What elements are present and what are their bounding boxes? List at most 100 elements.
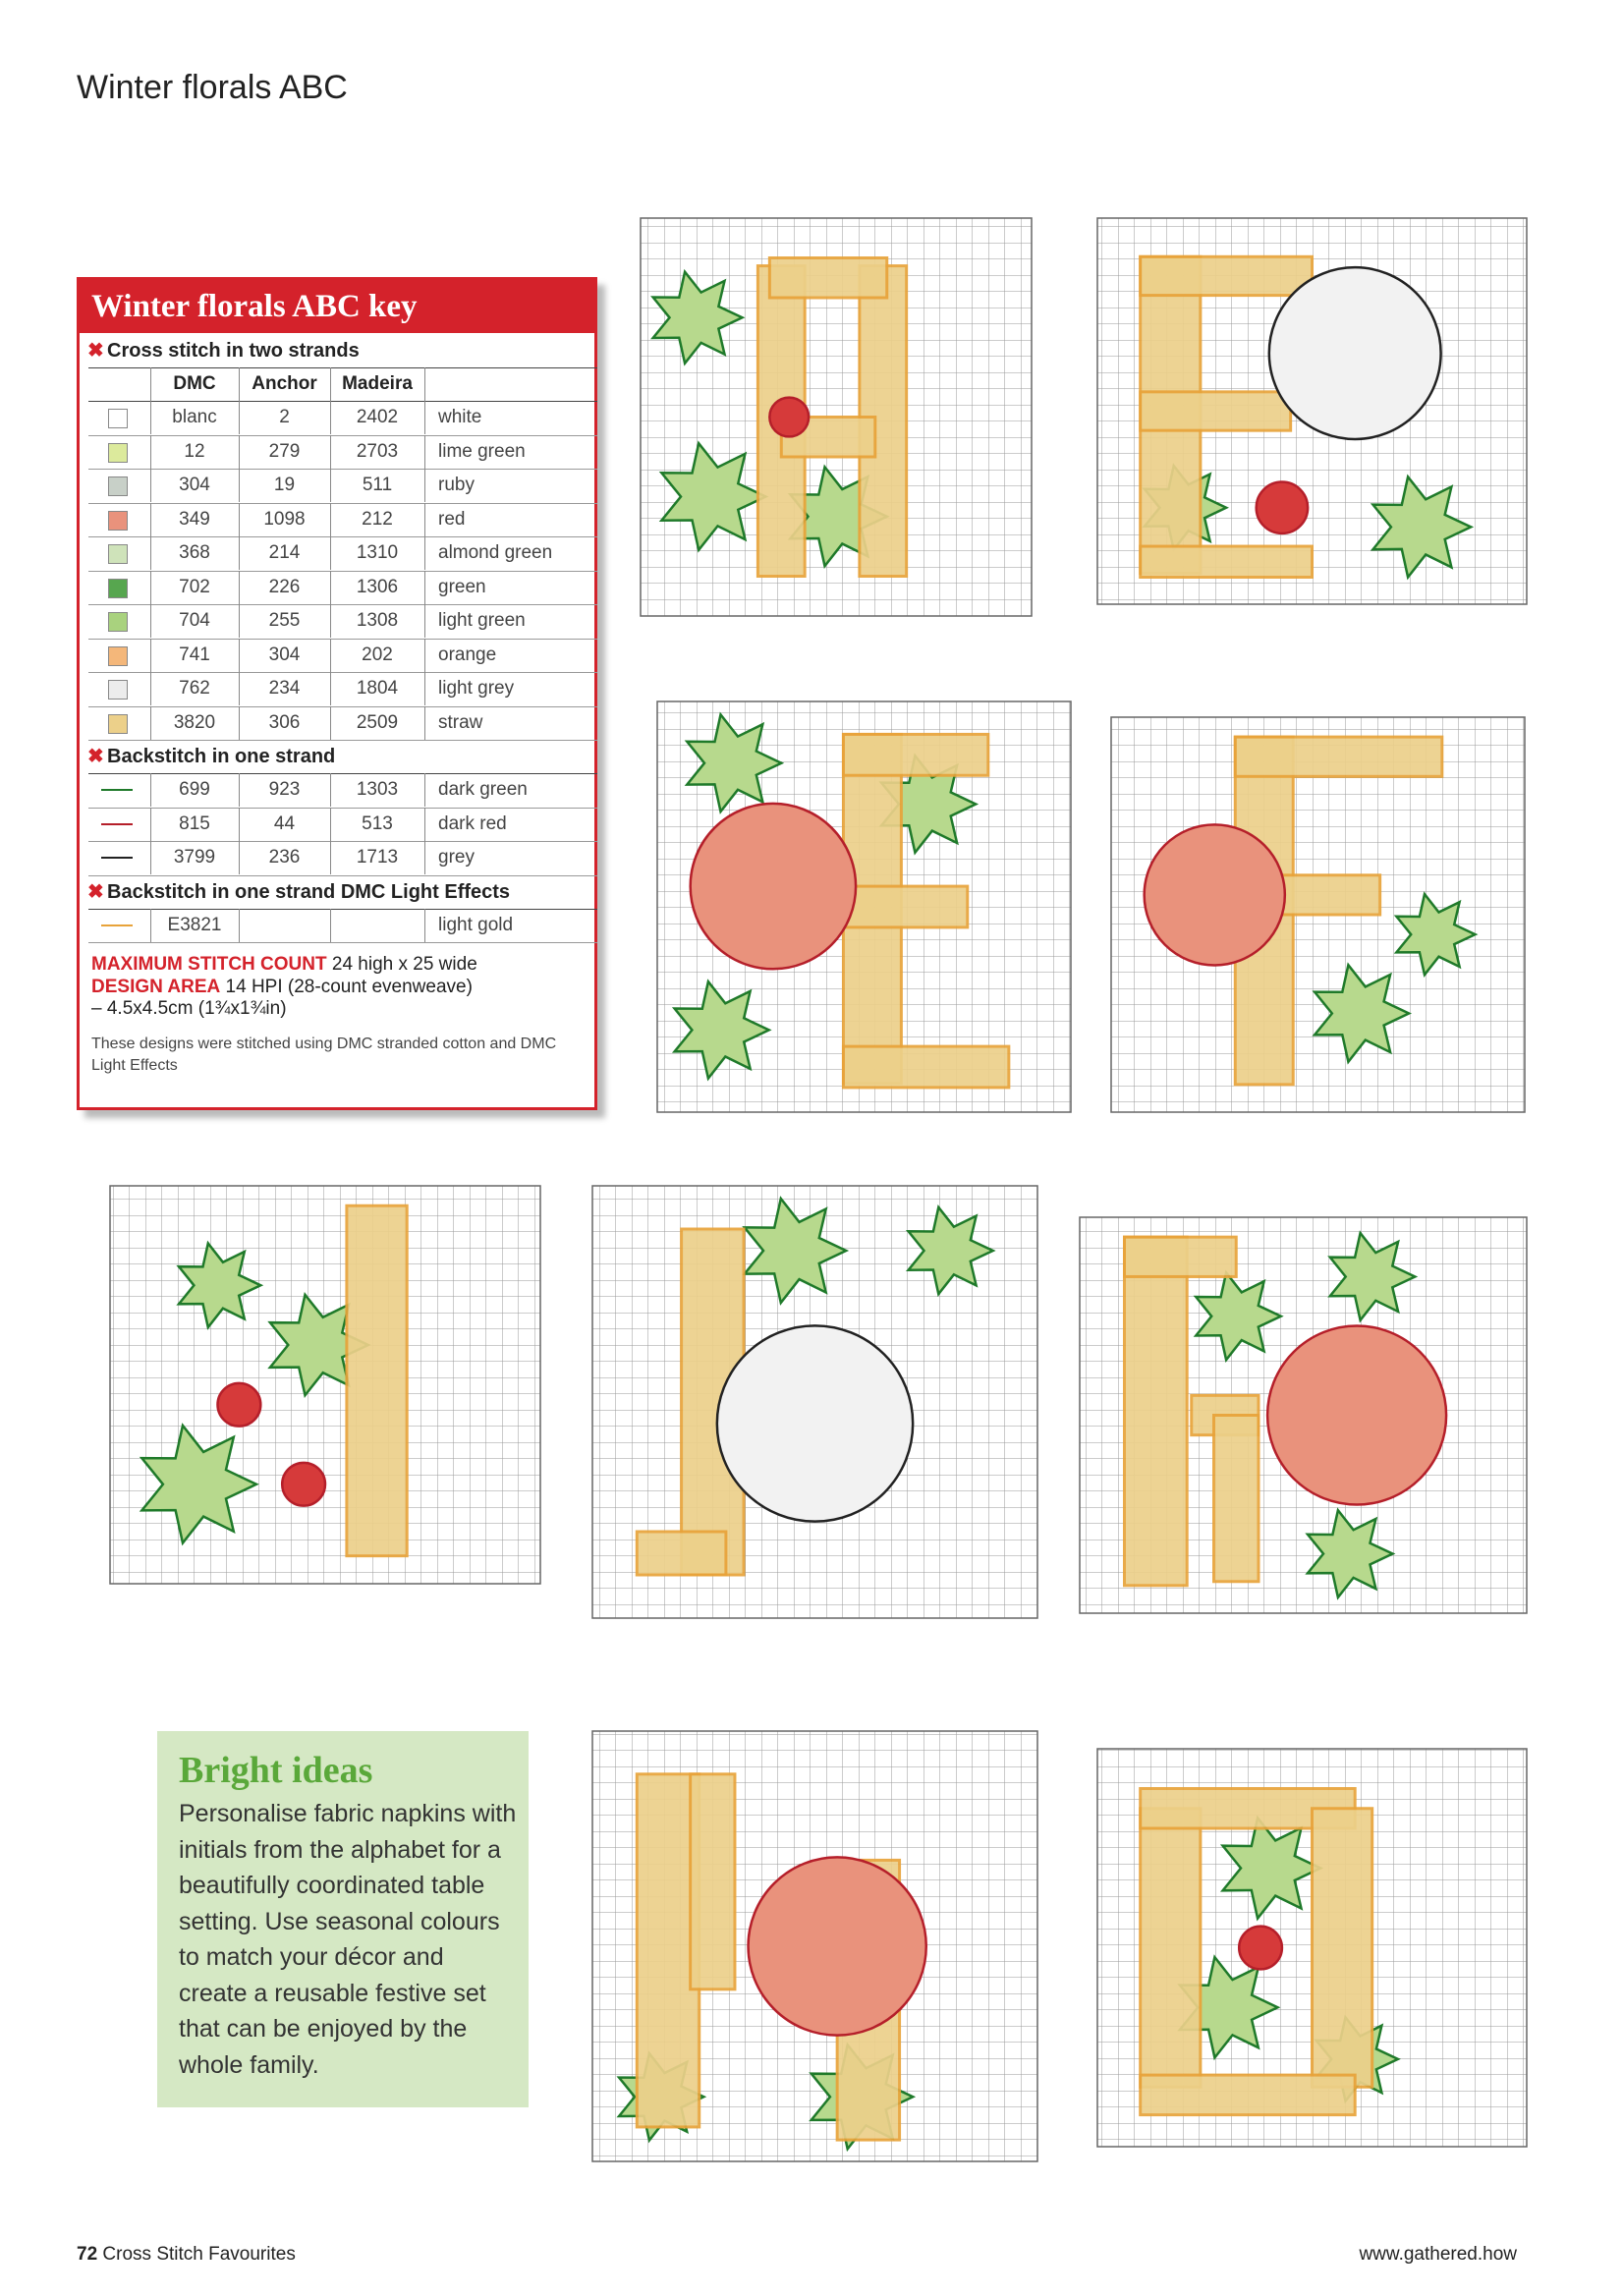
letter-block [1233, 735, 1444, 778]
key-value: 1308 [356, 610, 399, 631]
col-rule [330, 773, 331, 807]
line-sample [101, 822, 133, 825]
col-rule [330, 672, 331, 705]
key-value: 236 [268, 847, 301, 868]
col-rule [424, 604, 425, 638]
col-rule [239, 401, 240, 434]
label: DESIGN AREA [91, 977, 221, 997]
col-rule [150, 536, 151, 570]
colour-name: orange [438, 644, 497, 665]
key-value: 1303 [356, 779, 399, 800]
col-rule [330, 841, 331, 874]
flower [689, 802, 858, 971]
leaf [1312, 962, 1413, 1065]
col-rule [330, 604, 331, 638]
leaf [267, 1291, 371, 1399]
letter-block [1139, 254, 1314, 298]
key-value: 3799 [173, 847, 216, 868]
key-value: 2509 [356, 711, 399, 733]
rule [88, 874, 597, 876]
leaf [1193, 1269, 1284, 1363]
colour-name: straw [438, 711, 483, 733]
col-rule [330, 469, 331, 502]
swatch [108, 510, 128, 531]
letter-block [767, 256, 889, 300]
col-rule [330, 570, 331, 604]
leaf [742, 1196, 850, 1306]
rule [88, 773, 597, 774]
leaf [658, 440, 769, 553]
col-rule [239, 672, 240, 705]
line-sample [101, 789, 133, 791]
swatch [108, 680, 128, 700]
leaf [139, 1423, 259, 1546]
letter-block [841, 1044, 1011, 1090]
colour-name: red [438, 508, 466, 530]
leaf [1370, 474, 1475, 581]
col-rule [330, 536, 331, 570]
key-value: 762 [179, 678, 210, 699]
col-rule [239, 908, 240, 942]
col-rule [239, 502, 240, 536]
rule [88, 841, 597, 842]
col-rule [150, 841, 151, 874]
letter-block [680, 1227, 746, 1577]
swatch [108, 476, 128, 496]
col-rule [150, 807, 151, 841]
swatch [108, 442, 128, 463]
value: 24 high x 25 wide [331, 954, 477, 975]
leaf [1305, 1507, 1396, 1600]
rule [88, 672, 597, 673]
col-rule [239, 536, 240, 570]
publication: Cross Stitch Favourites [102, 2244, 296, 2265]
letter-block [1139, 1807, 1203, 2089]
rule [88, 536, 597, 537]
leaf [905, 1204, 996, 1298]
letter-block [1123, 1235, 1238, 1278]
letter-block [841, 884, 970, 929]
letter-block [1139, 2073, 1357, 2117]
col-rule [330, 401, 331, 434]
col-rule [239, 773, 240, 807]
col-rule [330, 807, 331, 841]
section-heading: Cross stitch in two strands [107, 340, 360, 362]
col-rule [330, 367, 331, 401]
rule [88, 807, 597, 809]
colour-name: almond green [438, 542, 553, 563]
col-rule [424, 638, 425, 672]
flower [768, 396, 811, 438]
flower [1267, 265, 1442, 441]
col-rule [150, 434, 151, 469]
letter-block [1139, 390, 1293, 432]
chart-grid [109, 1185, 541, 1585]
rule [88, 604, 597, 605]
letter-block [635, 1530, 728, 1577]
colour-name: lime green [438, 440, 526, 462]
key-value: 3820 [173, 711, 216, 733]
col-rule [150, 773, 151, 807]
line-sample [101, 924, 133, 926]
cross-icon: ✖ [87, 746, 104, 767]
col-rule [330, 502, 331, 536]
key-value: 1804 [356, 678, 399, 699]
key-value: 702 [179, 576, 210, 597]
footer-left: 72 Cross Stitch Favourites [77, 2244, 296, 2266]
letter-block [1212, 1414, 1260, 1584]
col-rule [150, 908, 151, 942]
key-value: 923 [268, 779, 301, 800]
key-value: 306 [268, 711, 301, 733]
key-value: 279 [268, 440, 301, 462]
col-rule [150, 570, 151, 604]
col-rule [150, 638, 151, 672]
col-rule [424, 807, 425, 841]
design-area: DESIGN AREA 14 HPI (28-count evenweave) –… [91, 977, 473, 1019]
letter-block [841, 732, 990, 777]
swatch [108, 409, 128, 428]
key-value: 12 [184, 440, 205, 462]
swatch [108, 612, 128, 632]
key-value: 304 [179, 475, 210, 495]
rule [88, 740, 597, 741]
key-title: Winter florals ABC key [80, 280, 594, 333]
bright-ideas-box: Bright ideas Personalise fabric napkins … [157, 1731, 529, 2107]
